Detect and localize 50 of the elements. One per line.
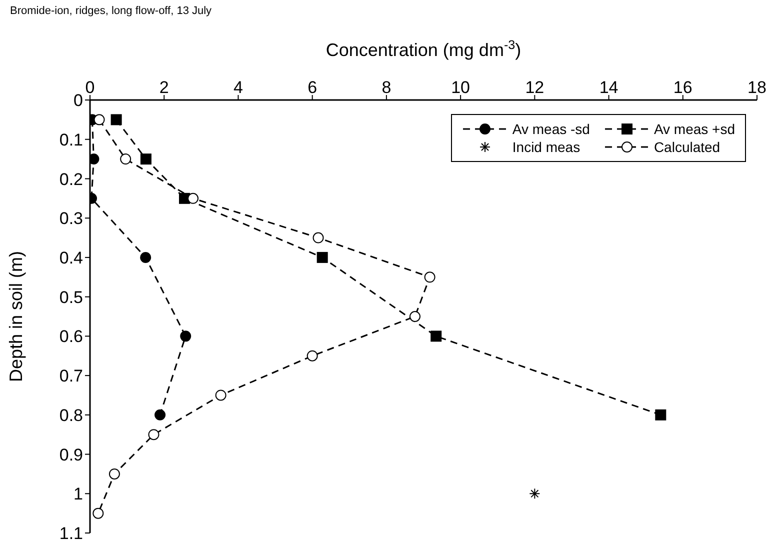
point <box>306 350 318 362</box>
legend-label: Av meas -sd <box>512 121 590 137</box>
y-tick-label: 0.1 <box>59 130 83 150</box>
y-tick-label: 0.7 <box>59 366 83 386</box>
legend-label: Incid meas <box>512 139 580 155</box>
point <box>316 252 328 263</box>
chart-title: Bromide-ion, ridges, long flow-off, 13 July <box>10 5 212 17</box>
point <box>94 114 105 126</box>
point <box>655 409 666 420</box>
x-tick-label: 12 <box>525 78 544 97</box>
y-tick-label: 0.6 <box>59 327 83 346</box>
legend-label: Av meas +sd <box>654 121 735 137</box>
x-tick-label: 0 <box>85 78 95 97</box>
point <box>154 409 166 420</box>
point <box>409 311 420 322</box>
point <box>148 429 160 440</box>
x-tick-label: 8 <box>382 78 392 97</box>
y-tick-label: 0.5 <box>59 288 83 307</box>
y-tick-label: 1 <box>74 484 83 504</box>
y-axis-title: Depth in soil (m) <box>6 250 26 382</box>
point <box>430 330 442 342</box>
legend-label: Calculated <box>654 139 720 155</box>
point <box>120 154 132 165</box>
x-tick-label: 14 <box>599 78 618 97</box>
point <box>140 252 152 263</box>
point <box>92 508 104 519</box>
y-tick-label: 0.8 <box>59 406 83 425</box>
point <box>424 272 436 283</box>
x-tick-label: 4 <box>233 78 243 97</box>
y-tick-label: 0.4 <box>59 248 83 268</box>
y-tick-label: 0.3 <box>59 209 83 228</box>
x-tick-label: 10 <box>451 78 470 97</box>
x-tick-label: 18 <box>748 78 766 97</box>
point <box>215 390 226 401</box>
point <box>110 114 122 126</box>
point <box>140 154 152 165</box>
point <box>90 154 100 165</box>
point <box>529 488 540 500</box>
x-tick-label: 16 <box>673 78 692 97</box>
y-tick-label: 0.2 <box>59 170 83 189</box>
point <box>108 468 120 480</box>
x-tick-label: 2 <box>159 78 169 97</box>
point <box>312 232 324 244</box>
y-tick-label: 0.9 <box>59 445 83 464</box>
point <box>180 330 192 342</box>
x-tick-label: 6 <box>308 78 318 97</box>
x-axis-title: Concentration (mg dm$^{-3}$) <box>326 38 522 60</box>
y-tick-label: 1.1 <box>59 524 83 544</box>
y-tick-label: 0 <box>74 91 83 110</box>
point <box>188 192 199 204</box>
